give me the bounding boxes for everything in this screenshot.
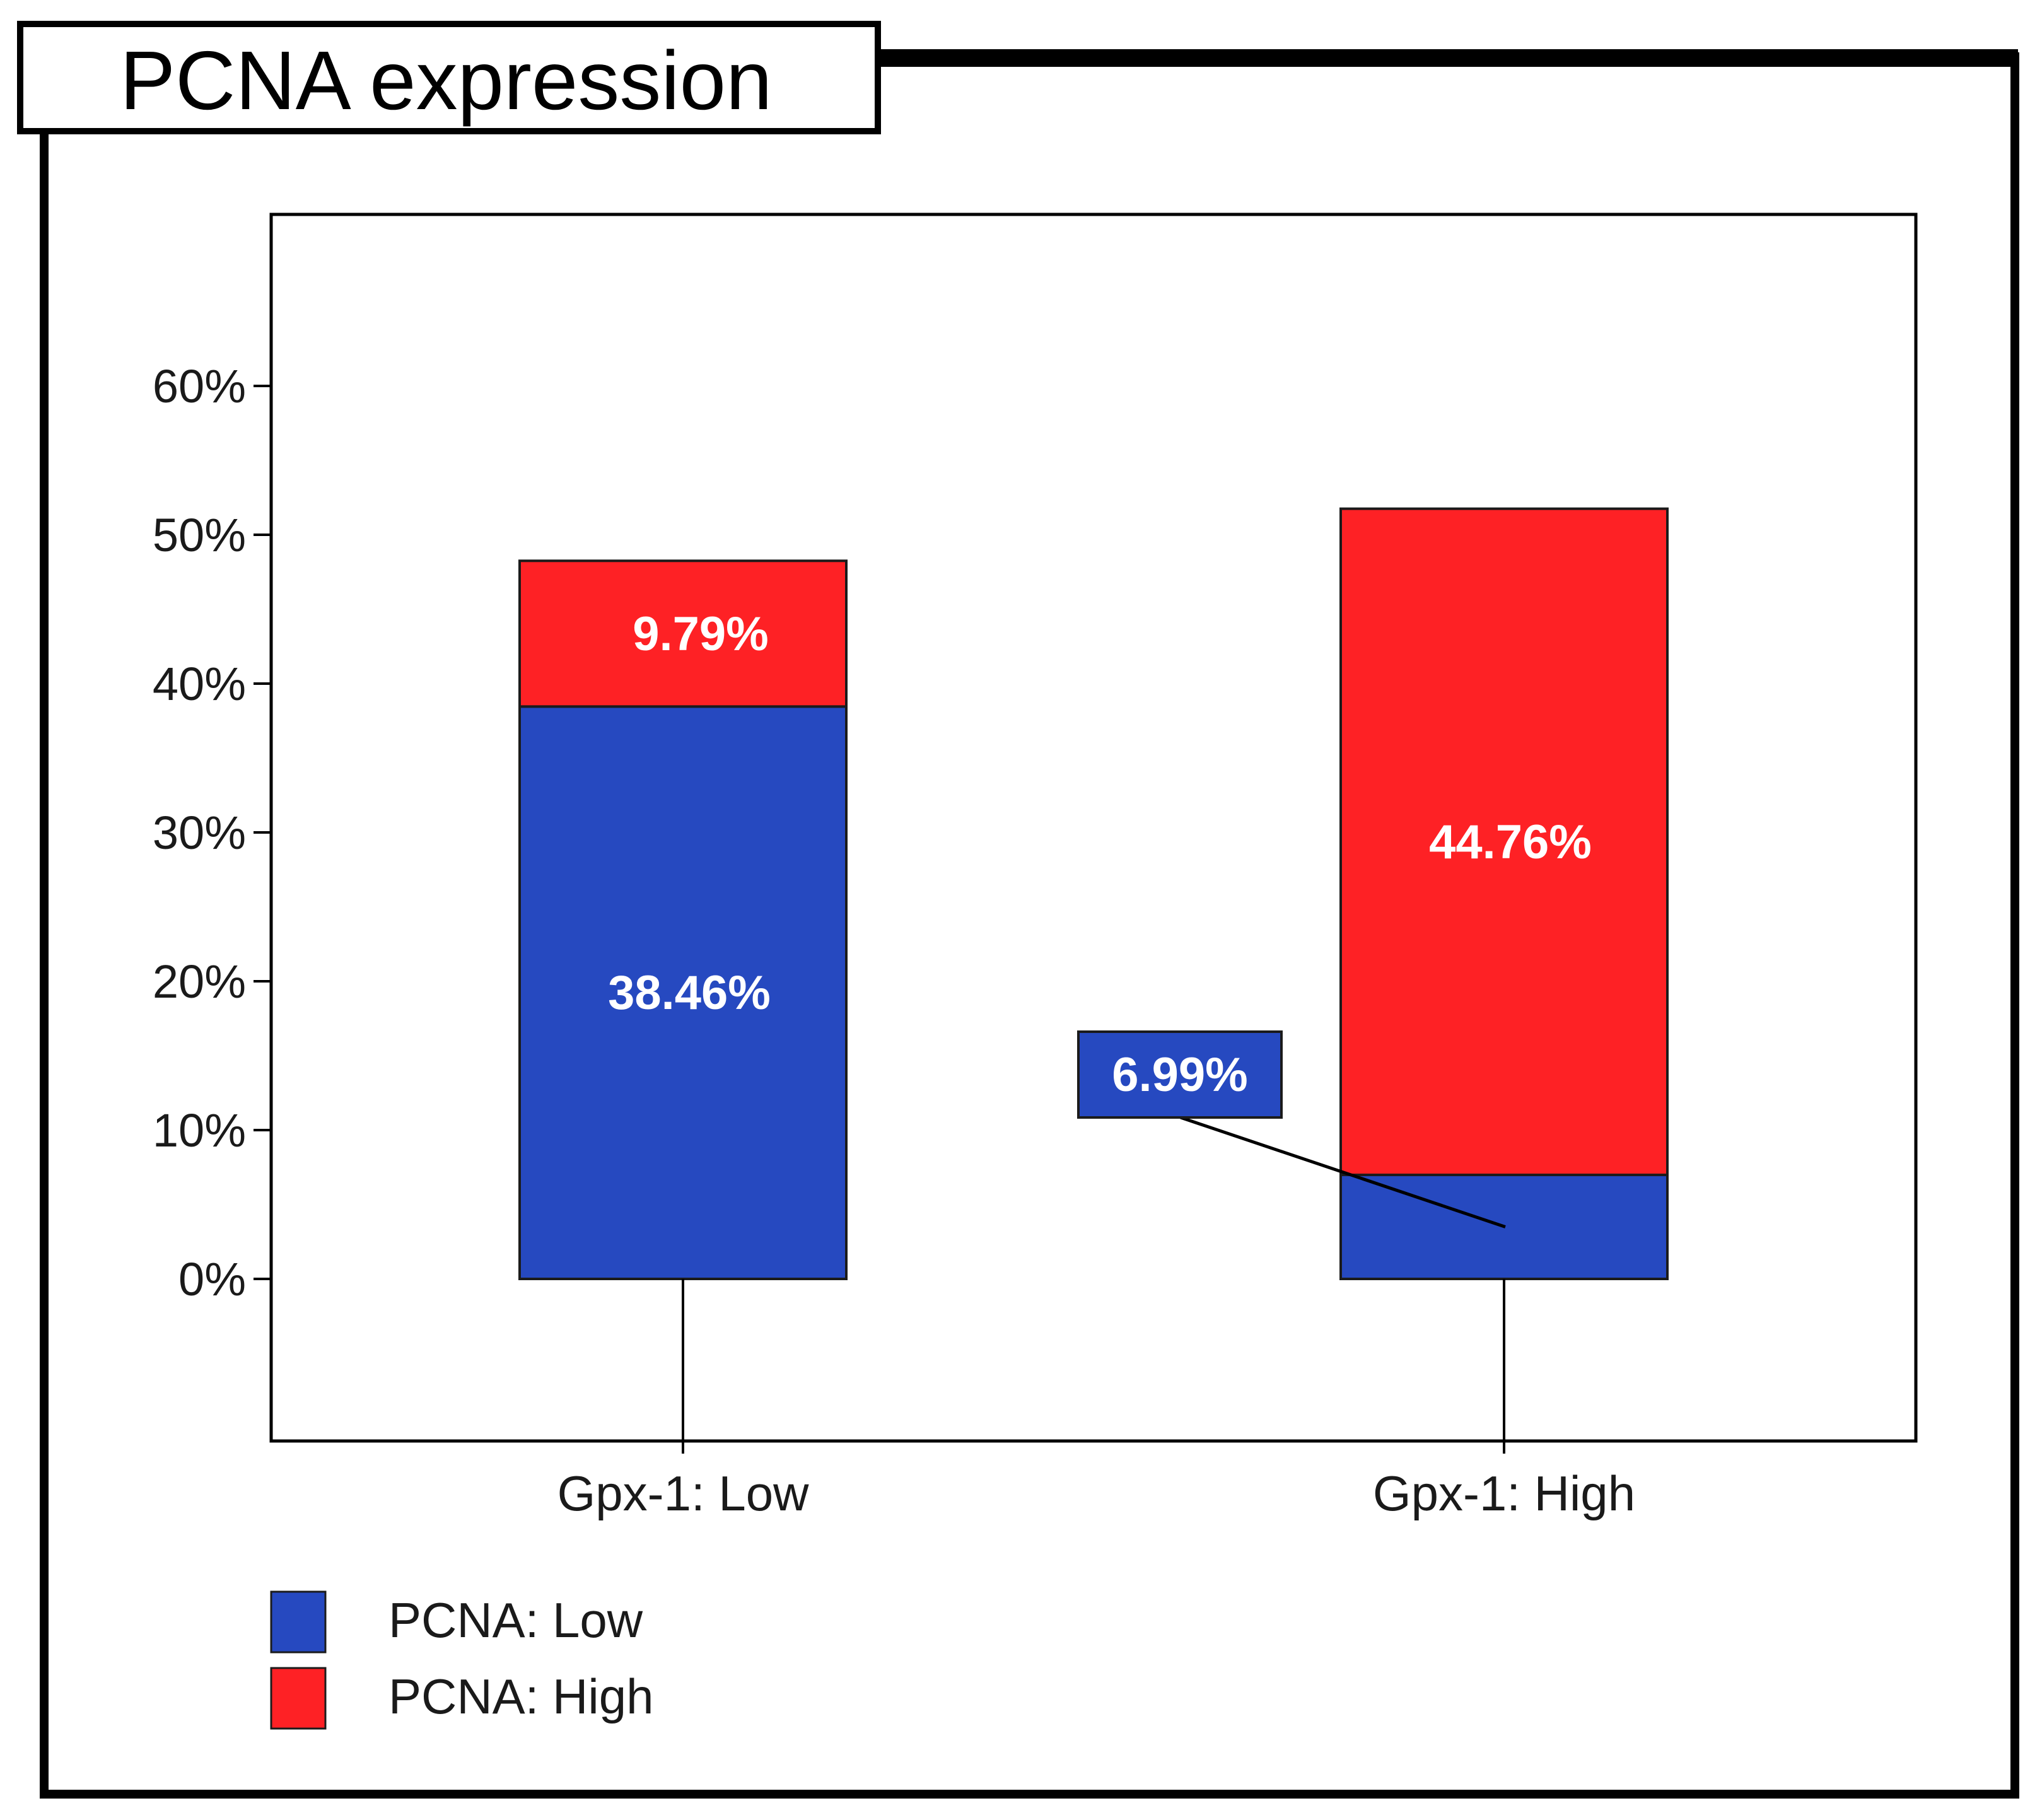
callout-leader-line — [1180, 1116, 1506, 1228]
title-box — [17, 21, 881, 134]
data-label-low-low: 38.46% — [608, 966, 771, 1020]
bar-segment — [518, 559, 848, 708]
y-tick-label: 30% — [153, 807, 246, 859]
category-label: Gpx-1: High — [1373, 1466, 1635, 1521]
y-tick-label: 20% — [153, 955, 246, 1008]
legend-label: PCNA: High — [388, 1669, 653, 1724]
legend-swatch — [270, 1667, 327, 1730]
outer-frame — [40, 52, 2019, 1799]
legend: PCNA: Low PCNA: High — [270, 1590, 653, 1730]
data-label-high-low: 6.99% — [1112, 1048, 1248, 1102]
legend-label: PCNA: Low — [388, 1592, 643, 1648]
y-tick-label: 40% — [153, 658, 246, 710]
y-tick-label: 10% — [153, 1104, 246, 1157]
bars — [518, 507, 1669, 1281]
chart-title: PCNA expression — [120, 34, 772, 127]
plot-frame — [269, 213, 1918, 1443]
y-tick-label: 50% — [153, 509, 246, 561]
bar-segment — [1339, 507, 1669, 1177]
y-tick-label: 0% — [178, 1253, 246, 1305]
data-labels: 38.46% 9.79% 44.76% 6.99% — [608, 607, 1592, 1228]
data-label-high-high: 44.76% — [1429, 815, 1592, 869]
bar-segment — [518, 705, 848, 1280]
category-label: Gpx-1: Low — [557, 1466, 810, 1521]
y-tick-label: 60% — [153, 360, 246, 412]
y-axis: 0% 10% 20% 30% 40% 50% 60% — [153, 360, 271, 1305]
data-label-low-high: 9.79% — [633, 607, 769, 661]
x-axis: Gpx-1: Low Gpx-1: High — [557, 1279, 1635, 1521]
legend-swatch — [270, 1590, 327, 1654]
callout-box — [1077, 1030, 1283, 1119]
